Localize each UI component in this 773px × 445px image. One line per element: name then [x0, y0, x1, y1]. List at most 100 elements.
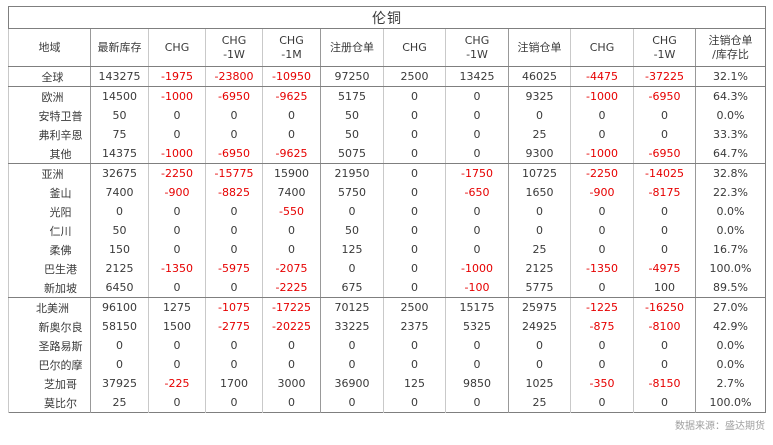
value-cell: 0: [508, 221, 571, 240]
value-cell: 2.7%: [694, 374, 766, 393]
value-cell: 0: [445, 202, 509, 221]
value-cell: 0: [262, 336, 321, 355]
value-cell: 0: [320, 336, 384, 355]
value-cell: 37925: [90, 374, 149, 393]
value-cell: 0: [148, 278, 206, 298]
value-cell: 0: [570, 355, 634, 374]
value-cell: 24925: [508, 317, 571, 336]
value-cell: 0: [445, 86, 509, 106]
value-cell: 32675: [90, 163, 149, 183]
value-cell: 100.0%: [694, 393, 766, 413]
value-cell: 0: [383, 86, 446, 106]
value-cell: 0: [262, 221, 321, 240]
value-cell: 100: [633, 278, 696, 298]
value-cell: 33225: [320, 317, 384, 336]
value-cell: 0: [262, 106, 321, 125]
value-cell: -1000: [148, 86, 206, 106]
region-cell: 北美洲: [8, 297, 91, 317]
value-cell: 27.0%: [694, 297, 766, 317]
value-cell: 0: [148, 221, 206, 240]
region-cell: 芝加哥: [8, 374, 91, 393]
value-cell: 0: [633, 240, 696, 259]
value-cell: 14500: [90, 86, 149, 106]
value-cell: 0: [320, 259, 384, 278]
lme-copper-inventory-table: 伦铜 地域 最新库存 CHG CHG -1W CHG -1M 注册仓单 CHG CHG -1W 注销仓…: [8, 6, 767, 413]
value-cell: 0: [205, 240, 263, 259]
value-cell: 25: [508, 393, 571, 413]
value-cell: -9625: [262, 86, 321, 106]
value-cell: -16250: [633, 297, 696, 317]
value-cell: 50: [320, 221, 384, 240]
value-cell: -2250: [570, 163, 634, 183]
table-row: 新加坡 6450 0 0 -2225 675 0 -100 5775 0 100 89.5%: [8, 278, 766, 298]
value-cell: 42.9%: [694, 317, 766, 336]
region-cell: 圣路易斯: [8, 336, 91, 355]
value-cell: 0: [445, 106, 509, 125]
table-body: 全球 143275 -1975 -23800 -10950 97250 2500 13425 4…: [8, 66, 766, 413]
value-cell: 0: [508, 336, 571, 355]
value-cell: -1750: [445, 163, 509, 183]
value-cell: -1075: [205, 297, 263, 317]
value-cell: 50: [320, 106, 384, 125]
value-cell: 0: [148, 202, 206, 221]
value-cell: 0: [445, 240, 509, 259]
value-cell: 0: [383, 202, 446, 221]
value-cell: -15775: [205, 163, 263, 183]
value-cell: 0: [570, 240, 634, 259]
value-cell: 0: [148, 106, 206, 125]
value-cell: 0: [633, 336, 696, 355]
value-cell: 150: [90, 240, 149, 259]
region-cell: 仁川: [8, 221, 91, 240]
table-row: 莫比尔 25 0 0 0 0 0 0 25 0 0 100.0%: [8, 393, 766, 413]
value-cell: 0: [445, 125, 509, 144]
value-cell: -6950: [633, 86, 696, 106]
value-cell: 1650: [508, 183, 571, 202]
column-header: 最新库存: [90, 28, 149, 67]
region-cell: 弗利辛恩: [8, 125, 91, 144]
region-cell: 欧洲: [8, 86, 91, 106]
value-cell: 5325: [445, 317, 509, 336]
value-cell: -1975: [148, 66, 206, 87]
value-cell: 89.5%: [694, 278, 766, 298]
value-cell: 0.0%: [694, 106, 766, 125]
region-cell: 巴尔的摩: [8, 355, 91, 374]
value-cell: 10725: [508, 163, 571, 183]
table-row: 弗利辛恩 75 0 0 0 50 0 0 25 0 0 33.3%: [8, 125, 766, 144]
table-row: 巴尔的摩 0 0 0 0 0 0 0 0 0 0 0.0%: [8, 355, 766, 374]
value-cell: 0: [320, 355, 384, 374]
value-cell: -2775: [205, 317, 263, 336]
value-cell: 5750: [320, 183, 384, 202]
value-cell: 58150: [90, 317, 149, 336]
value-cell: 0: [570, 106, 634, 125]
table-row: 欧洲 14500 -1000 -6950 -9625 5175 0 0 9325 -1000 -69…: [8, 86, 766, 106]
value-cell: 16.7%: [694, 240, 766, 259]
value-cell: 0: [445, 221, 509, 240]
table-row: 北美洲 96100 1275 -1075 -17225 70125 2500 15175 259…: [8, 297, 766, 317]
table-row: 安特卫普 50 0 0 0 50 0 0 0 0 0 0.0%: [8, 106, 766, 125]
value-cell: 96100: [90, 297, 149, 317]
value-cell: -900: [148, 183, 206, 202]
value-cell: -5975: [205, 259, 263, 278]
value-cell: 70125: [320, 297, 384, 317]
value-cell: -23800: [205, 66, 263, 87]
column-header: CHG -1W: [633, 28, 696, 67]
value-cell: 9300: [508, 144, 571, 164]
value-cell: 0: [383, 163, 446, 183]
region-cell: 釜山: [8, 183, 91, 202]
value-cell: -14025: [633, 163, 696, 183]
value-cell: 0: [570, 202, 634, 221]
value-cell: 14375: [90, 144, 149, 164]
column-header: 注销仓单: [508, 28, 571, 67]
data-source-note: 数据来源：盛达期货: [675, 421, 765, 432]
value-cell: 0: [383, 393, 446, 413]
value-cell: 0: [508, 106, 571, 125]
column-header: CHG -1W: [205, 28, 263, 67]
region-cell: 全球: [8, 66, 91, 87]
value-cell: 36900: [320, 374, 384, 393]
value-cell: 2125: [508, 259, 571, 278]
value-cell: 0: [320, 202, 384, 221]
value-cell: 46025: [508, 66, 571, 87]
column-header: CHG: [148, 28, 206, 67]
value-cell: -100: [445, 278, 509, 298]
value-cell: 0: [383, 355, 446, 374]
